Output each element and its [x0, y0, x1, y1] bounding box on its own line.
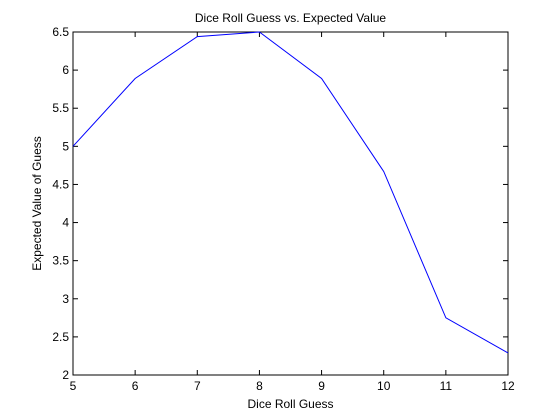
x-tick-label: 8 — [256, 379, 263, 393]
y-tick-label: 3 — [62, 292, 69, 306]
x-tick-label: 5 — [70, 379, 77, 393]
y-tick-label: 3.5 — [52, 254, 69, 268]
series-line — [72, 31, 509, 354]
x-tick-label: 11 — [440, 379, 453, 393]
y-tick-label: 6.5 — [52, 25, 69, 39]
chart-title: Dice Roll Guess vs. Expected Value — [195, 11, 387, 25]
x-tick-label: 6 — [132, 379, 139, 393]
y-tick-label: 4 — [62, 216, 69, 230]
series-layer — [72, 31, 509, 354]
y-tick-label: 5 — [62, 139, 69, 153]
y-tick-label: 2.5 — [52, 330, 69, 344]
tick-labels: 5 6 7 8 9 10 11 12 2 2.5 3 3.5 4 4.5 5 5.5 6 6.5 — [52, 25, 515, 393]
y-tick-label: 4.5 — [52, 177, 69, 191]
x-axis-label: Dice Roll Guess — [247, 397, 333, 411]
axis-ticks — [72, 31, 509, 376]
y-tick-label: 2 — [62, 368, 69, 382]
x-tick-label: 10 — [377, 379, 391, 393]
x-tick-label: 9 — [318, 379, 325, 393]
x-tick-label: 7 — [194, 379, 201, 393]
y-tick-label: 5.5 — [52, 101, 69, 115]
x-tick-label: 12 — [501, 379, 515, 393]
y-tick-label: 6 — [62, 63, 69, 77]
y-axis-label: Expected Value of Guess — [30, 136, 44, 271]
plot-area — [72, 31, 509, 376]
